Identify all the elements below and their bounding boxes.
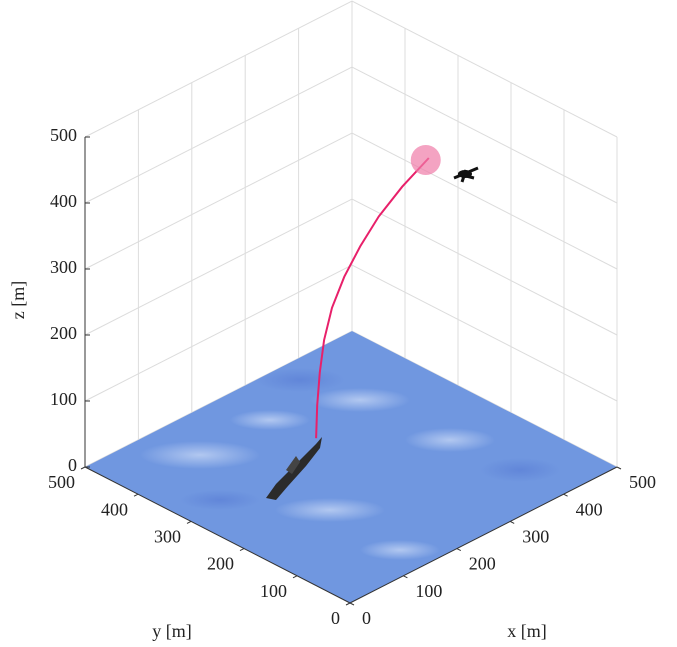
x-tick-label: 100 (415, 581, 442, 601)
x-axis-title: x [m] (507, 621, 547, 641)
x-tick-label: 400 (576, 499, 603, 519)
water-surface (85, 331, 617, 603)
z-axis-title: z [m] (8, 281, 28, 319)
y-tick-label: 500 (48, 472, 75, 492)
grid-line (84, 264, 618, 402)
x-tick-label: 200 (469, 554, 496, 574)
grid-line (84, 198, 618, 336)
z-tick-label: 500 (50, 125, 77, 145)
y-axis-title: y [m] (152, 621, 192, 641)
x-tick-label: 0 (362, 608, 371, 628)
y-tick-label: 300 (154, 527, 181, 547)
endpoint-marker (410, 145, 441, 176)
x-tick (456, 548, 462, 552)
y-tick-label: 0 (331, 608, 340, 628)
y-axis-line (84, 466, 351, 604)
grid-line (84, 66, 618, 204)
y-tick-label: 100 (260, 581, 287, 601)
x-tick (349, 602, 355, 606)
y-tick (186, 520, 192, 524)
y-tick-label: 200 (207, 554, 234, 574)
x-tick (616, 466, 622, 470)
x-tick (509, 520, 515, 524)
z-tick-label: 400 (50, 191, 77, 211)
y-tick (133, 493, 139, 497)
x-tick-label: 300 (522, 527, 549, 547)
x-tick (563, 493, 568, 497)
trajectory-line (315, 157, 430, 439)
z-tick-label: 300 (50, 257, 77, 277)
axes: 0100200300400500010020030040050001002003… (48, 125, 656, 628)
z-tick-label: 100 (50, 389, 77, 409)
grid-line (84, 0, 618, 138)
x-tick (403, 575, 408, 579)
x-axis-line (349, 466, 618, 604)
y-tick (239, 548, 245, 552)
y-tick (345, 602, 351, 606)
x-tick-label: 500 (629, 472, 656, 492)
ship (266, 437, 322, 500)
y-tick (80, 466, 86, 470)
y-tick (292, 575, 298, 579)
helicopter (453, 166, 479, 183)
z-tick-label: 200 (50, 323, 77, 343)
y-tick-label: 400 (101, 499, 128, 519)
grid-line (84, 132, 618, 270)
z-tick-label: 0 (68, 455, 77, 475)
